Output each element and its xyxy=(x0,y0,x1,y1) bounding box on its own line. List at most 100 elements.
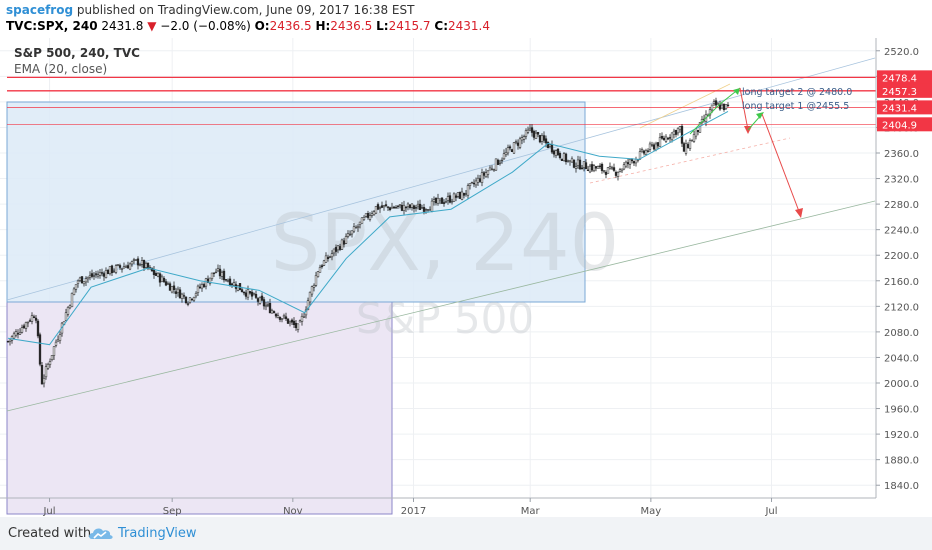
candle-body xyxy=(282,315,286,318)
author-link[interactable]: spacefrog xyxy=(6,3,74,17)
candle-body xyxy=(430,200,434,212)
candle-body xyxy=(664,136,668,142)
candle-body xyxy=(56,339,60,342)
down-triangle-icon: ▼ xyxy=(147,19,157,33)
low-value: 2415.7 xyxy=(388,19,431,33)
arrow-head-icon xyxy=(733,88,740,95)
candle-body xyxy=(194,293,198,297)
projection-arrows[interactable] xyxy=(689,87,803,218)
candle-body xyxy=(228,278,232,286)
candle-body xyxy=(552,150,556,155)
candle-body xyxy=(138,264,142,266)
candle-body xyxy=(248,291,252,294)
candle-body xyxy=(636,159,640,161)
candle-body xyxy=(554,150,558,156)
candle-body xyxy=(74,284,78,290)
candle-body xyxy=(54,341,58,346)
candle-body xyxy=(426,209,430,211)
green-arrow-up-1[interactable] xyxy=(689,87,741,135)
candle-body xyxy=(716,103,720,105)
candle-body xyxy=(306,300,310,311)
candle-body xyxy=(528,127,532,131)
candle-body xyxy=(480,172,484,183)
watermark-symbol: SPX, 240 xyxy=(271,199,619,289)
candle-body xyxy=(222,270,226,281)
candle-body xyxy=(602,170,606,172)
candle-body xyxy=(360,217,364,224)
candle-body xyxy=(506,147,510,154)
candle-body xyxy=(672,130,676,135)
candle-body xyxy=(240,289,244,293)
candle-body xyxy=(410,203,414,208)
level-lines[interactable] xyxy=(7,76,876,125)
x-tick-label: Jul xyxy=(764,506,777,516)
candle-body xyxy=(414,207,418,209)
candle-body xyxy=(246,289,250,298)
candle-body xyxy=(262,299,266,307)
candle-body xyxy=(394,207,398,209)
candle-body xyxy=(102,273,106,277)
candle-body xyxy=(458,191,462,199)
candle-body xyxy=(540,135,544,142)
red-arrow-down-1[interactable] xyxy=(739,87,749,131)
candle-body xyxy=(214,271,218,274)
candle-body xyxy=(332,248,336,254)
candle-body xyxy=(422,207,426,212)
purple-range-box[interactable] xyxy=(6,301,393,515)
price-chart[interactable]: SPX, 240 S&P 500 long target 2 @ 2480.0 … xyxy=(0,38,932,516)
candle-body xyxy=(272,311,276,314)
y-axis[interactable]: 2520.02480.02440.02400.02360.02320.02280… xyxy=(876,47,919,492)
candle-body xyxy=(710,104,714,111)
candle-body xyxy=(112,270,116,273)
dashed-support-line[interactable] xyxy=(589,137,791,184)
candle-body xyxy=(314,275,318,286)
cloud-logo-icon[interactable] xyxy=(88,525,114,543)
candle-body xyxy=(566,159,570,162)
candle-body xyxy=(162,278,166,282)
candle-body xyxy=(678,126,682,130)
candle-body xyxy=(40,365,44,385)
candle-body xyxy=(184,296,188,303)
candle-body xyxy=(666,138,670,140)
y-tick-label: 2200.0 xyxy=(884,251,919,262)
candle-body xyxy=(66,307,70,315)
candle-body xyxy=(224,279,228,281)
candle-body xyxy=(434,198,438,204)
candle-body xyxy=(100,272,104,274)
candle-body xyxy=(550,144,554,153)
candle-body xyxy=(520,137,524,141)
candle-body xyxy=(144,263,148,268)
chart-area[interactable]: SPX, 240 S&P 500 long target 2 @ 2480.0 … xyxy=(0,38,932,516)
candle-body xyxy=(604,172,608,175)
created-with-label: Created with xyxy=(8,526,92,541)
candle-body xyxy=(326,257,330,259)
candle-body xyxy=(50,355,54,361)
price-badge xyxy=(877,117,932,132)
candle-body xyxy=(208,277,212,284)
candle-body xyxy=(626,162,630,165)
upper-channel-line[interactable] xyxy=(6,57,876,301)
x-axis[interactable]: Jul Sep Nov 2017 Mar May Jul xyxy=(42,498,778,516)
candle-body xyxy=(14,331,18,336)
candle-body xyxy=(372,211,376,215)
candle-body xyxy=(644,150,648,155)
candle-body xyxy=(468,183,472,186)
blue-range-box[interactable] xyxy=(6,101,586,303)
candle-body xyxy=(44,366,48,378)
candle-body xyxy=(28,320,32,322)
candle-body xyxy=(398,204,402,206)
candle-body xyxy=(192,296,196,301)
candle-body xyxy=(312,285,316,288)
lower-channel-line[interactable] xyxy=(6,200,876,412)
red-arrow-down-2[interactable] xyxy=(761,113,801,215)
candle-body xyxy=(722,103,726,110)
tradingview-brand[interactable]: TradingView xyxy=(118,526,197,541)
candle-body xyxy=(492,169,496,171)
y-tick-label: 2000.0 xyxy=(884,379,919,390)
candle-body xyxy=(464,193,468,195)
candle-body xyxy=(508,146,512,149)
candle-body xyxy=(428,209,432,211)
price-badge-label: 2404.9 xyxy=(882,120,917,131)
candle-body xyxy=(500,159,504,162)
candle-body xyxy=(680,125,684,144)
